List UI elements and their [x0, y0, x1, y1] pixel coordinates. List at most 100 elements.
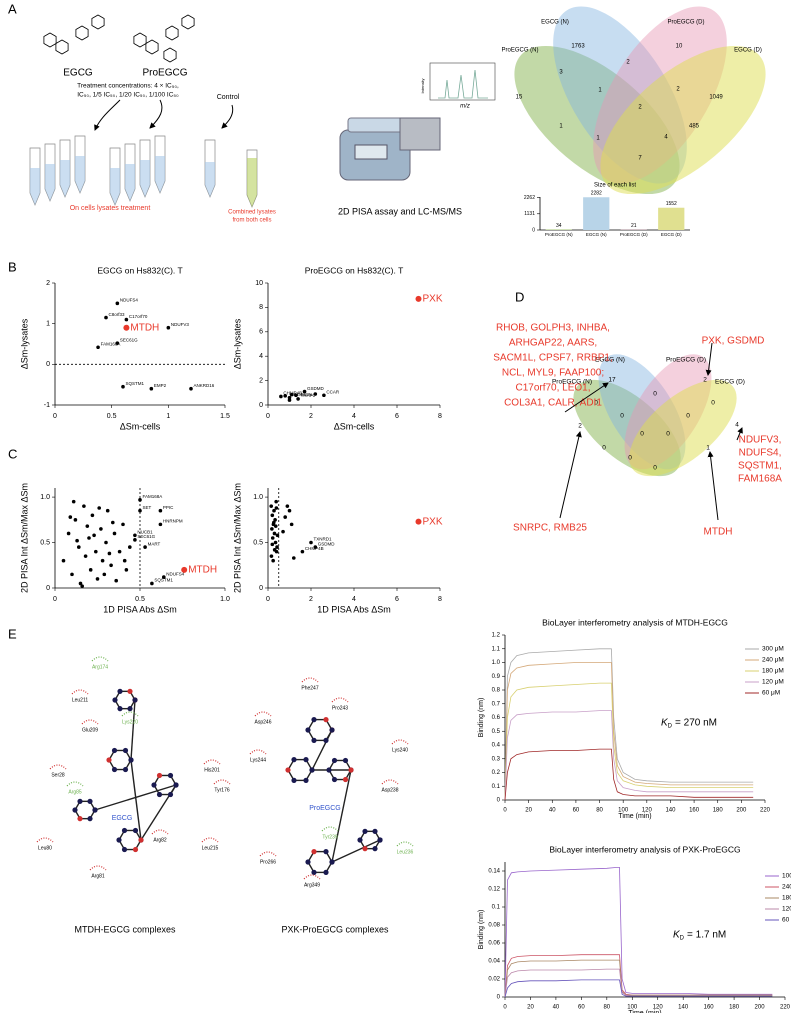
atom	[331, 776, 338, 783]
point	[92, 533, 96, 538]
point-label: PXK	[423, 516, 443, 527]
venn-count: 2	[626, 60, 630, 66]
ring	[163, 47, 177, 63]
step-label: 2D PISA assay and LC-MS/MS	[338, 206, 462, 216]
step-label: Combined lysates	[228, 210, 276, 216]
atom	[92, 807, 98, 813]
y-tick-label: 10	[255, 280, 263, 287]
tube-liquid	[247, 158, 257, 207]
x-tick-label: 120	[642, 808, 653, 814]
protein-list: NDUFV3,	[739, 435, 782, 446]
legend-label: 180 μM	[762, 668, 784, 675]
residue-label: Pro243	[332, 705, 348, 711]
atom	[377, 837, 383, 843]
residue-arc	[391, 739, 409, 745]
residue-label: Pro266	[260, 859, 276, 865]
atom	[112, 697, 118, 703]
arrow	[149, 99, 163, 129]
protein-list: C17orf70, LEO1,	[515, 383, 590, 394]
point	[270, 536, 275, 540]
atom	[167, 791, 174, 798]
y-tick-label: 1.0	[253, 494, 263, 501]
x-tick-label: 220	[760, 808, 771, 814]
arrow	[221, 104, 234, 129]
residue-label: Glu209	[82, 727, 98, 733]
point	[71, 499, 76, 504]
point	[122, 558, 127, 563]
residue-arc	[254, 711, 272, 717]
y-tick-label: 0	[259, 585, 263, 592]
x-tick-label: 40	[549, 808, 556, 814]
residue-arc	[331, 697, 349, 703]
point	[115, 301, 120, 306]
step-label: from both cells	[232, 218, 271, 224]
arrow	[94, 99, 121, 131]
atom	[303, 757, 309, 763]
point	[271, 558, 275, 563]
x-tick-label: 0	[53, 596, 57, 603]
point-label: CHMP4B	[305, 546, 324, 551]
residue-label: Asp246	[255, 719, 272, 725]
point	[102, 572, 107, 577]
point	[181, 566, 188, 573]
residue-arc	[321, 826, 339, 832]
atom	[342, 776, 349, 783]
atom	[128, 757, 134, 763]
legend-label: 1000 μM	[782, 873, 791, 880]
y-tick-label: 0	[497, 798, 501, 804]
residue-label: Tyr239	[322, 834, 338, 840]
atom	[329, 859, 335, 865]
point	[138, 508, 142, 513]
y-tick-label: 1.0	[40, 494, 50, 501]
residue-arc	[121, 711, 139, 717]
bond	[331, 839, 381, 863]
point	[162, 575, 166, 579]
x-tick-label: 1.0	[220, 596, 230, 603]
point	[287, 508, 292, 513]
y-tick-label: 1.0	[492, 660, 501, 666]
atom	[323, 849, 329, 855]
atom	[87, 816, 93, 822]
point	[300, 549, 305, 554]
point	[273, 524, 278, 528]
point-label: C8orf33	[109, 312, 126, 317]
venn	[573, 354, 737, 477]
atom	[127, 688, 133, 694]
atom	[309, 767, 315, 773]
y-tick-label: 0.1	[492, 784, 501, 790]
point	[133, 538, 137, 542]
point	[87, 536, 91, 540]
ligand-label: ProEGCG	[309, 805, 341, 812]
point	[83, 554, 88, 558]
bond	[94, 784, 177, 811]
point	[270, 527, 274, 531]
atom	[111, 747, 118, 754]
protein-list: RHOB, GOLPH3, INHBA,	[496, 323, 610, 334]
point	[121, 384, 125, 389]
point	[90, 513, 95, 518]
venn-set-label: EGCG (D)	[715, 379, 745, 386]
point	[88, 568, 93, 572]
atom	[156, 772, 163, 779]
point-label: ANKRD16	[194, 383, 215, 388]
atom	[117, 688, 123, 694]
atom	[372, 828, 378, 834]
panel-label: D	[515, 289, 524, 304]
venn-count: 0	[594, 400, 598, 407]
residue-arc	[89, 865, 107, 871]
venn-count: 2	[676, 87, 680, 93]
series-line	[504, 968, 773, 998]
y-axis-label: Binding (nm)	[478, 910, 485, 950]
residue-arc	[81, 719, 99, 725]
tube-liquid	[110, 168, 120, 205]
point	[281, 529, 285, 534]
venn-count: 0	[711, 400, 715, 407]
chart-title: EGCG on Hs832(C). T	[97, 265, 182, 275]
atom	[77, 816, 83, 822]
venn-count: 1049	[709, 95, 723, 101]
atom	[117, 706, 123, 712]
legend-label: 180 μM	[782, 895, 791, 902]
point	[302, 389, 307, 394]
point-label: PXK	[423, 294, 443, 305]
